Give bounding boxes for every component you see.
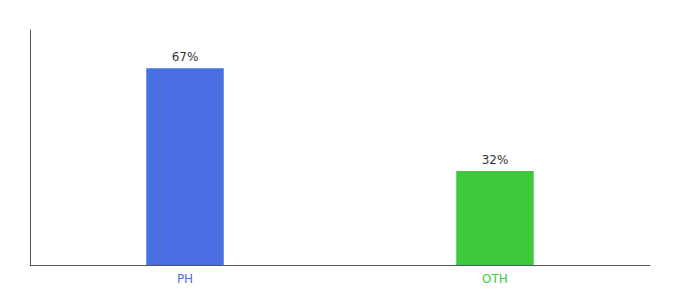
svg-text:32%: 32% — [482, 153, 509, 167]
svg-text:PH: PH — [177, 272, 193, 286]
svg-text:OTH: OTH — [482, 272, 508, 286]
svg-text:67%: 67% — [172, 50, 199, 64]
